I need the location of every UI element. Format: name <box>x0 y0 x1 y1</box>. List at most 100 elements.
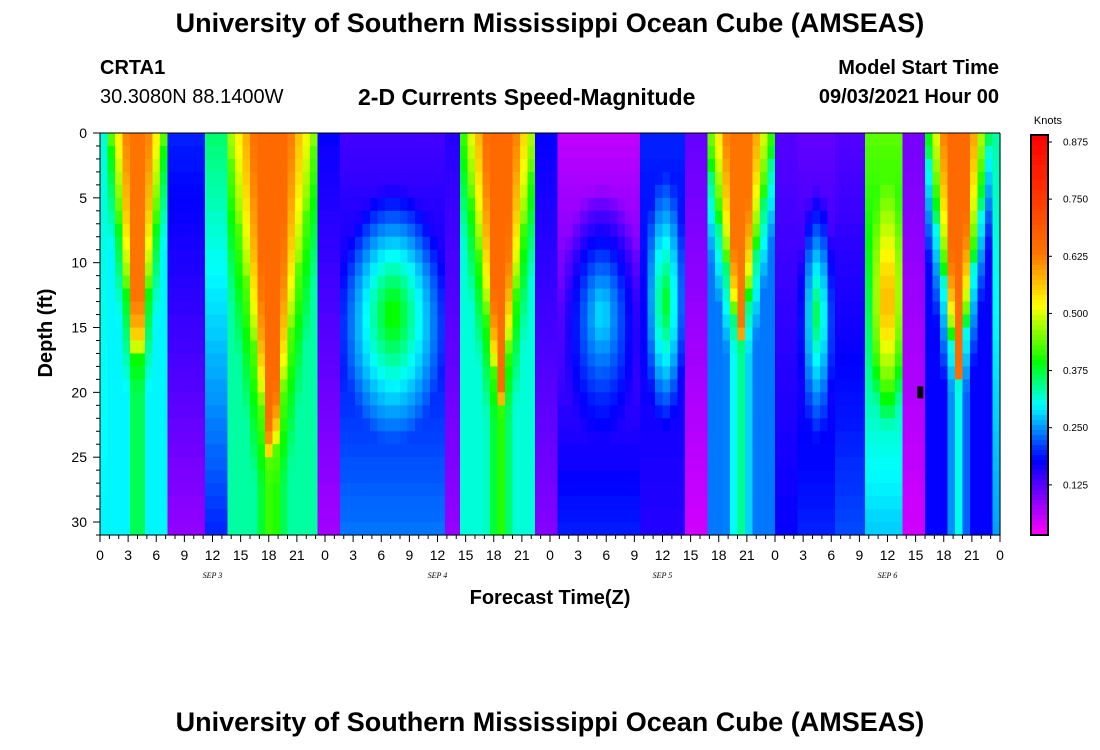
heatmap-cell <box>265 314 274 329</box>
heatmap-cell <box>257 210 266 225</box>
heatmap-cell <box>385 262 394 277</box>
heatmap-cell <box>865 249 874 264</box>
heatmap-cell <box>535 262 544 277</box>
heatmap-cell <box>190 158 199 173</box>
heatmap-cell <box>925 262 934 277</box>
heatmap-cell <box>895 158 904 173</box>
heatmap-cell <box>617 145 626 160</box>
heatmap-cell <box>512 457 521 471</box>
heatmap-cell <box>152 210 161 225</box>
heatmap-cell <box>677 418 686 432</box>
heatmap-cell <box>280 249 289 264</box>
heatmap-cell <box>490 210 499 225</box>
heatmap-cell <box>842 509 851 523</box>
heatmap-cell <box>917 496 926 510</box>
heatmap-cell <box>460 366 469 380</box>
heatmap-cell <box>182 262 191 277</box>
heatmap-cell <box>805 340 814 355</box>
heatmap-cell <box>130 288 139 303</box>
heatmap-cell <box>385 275 394 290</box>
heatmap-cell <box>700 483 709 497</box>
heatmap-cell <box>977 522 986 536</box>
heatmap-cell <box>310 418 319 432</box>
heatmap-cell <box>235 171 244 186</box>
colorbar-step <box>1031 200 1048 206</box>
heatmap-cell <box>430 236 439 251</box>
heatmap-cell <box>205 197 214 212</box>
heatmap-cell <box>287 340 296 355</box>
heatmap-cell <box>355 522 364 536</box>
heatmap-cell <box>775 522 784 536</box>
heatmap-cell <box>257 171 266 186</box>
heatmap-cell <box>872 366 881 380</box>
heatmap-cell <box>715 275 724 290</box>
heatmap-cell <box>167 301 176 316</box>
heatmap-cell <box>647 236 656 251</box>
heatmap-cell <box>842 444 851 458</box>
heatmap-cell <box>647 314 656 329</box>
heatmap-cell <box>422 379 431 393</box>
heatmap-cell <box>250 327 259 342</box>
heatmap-cell <box>265 210 274 225</box>
heatmap-cell <box>707 210 716 225</box>
heatmap-cell <box>445 171 454 186</box>
heatmap-cell <box>325 379 334 393</box>
heatmap-cell <box>467 158 476 173</box>
heatmap-cell <box>715 236 724 251</box>
heatmap-cell <box>707 392 716 406</box>
heatmap-cell <box>745 496 754 510</box>
heatmap-cell <box>805 314 814 329</box>
heatmap-cell <box>827 405 836 419</box>
heatmap-cell <box>332 171 341 186</box>
heatmap-cell <box>595 431 604 445</box>
heatmap-cell <box>182 158 191 173</box>
heatmap-cell <box>460 210 469 225</box>
heatmap-cell <box>482 340 491 355</box>
heatmap-cell <box>790 197 799 212</box>
heatmap-cells <box>100 133 1001 536</box>
heatmap-cell <box>272 288 281 303</box>
heatmap-cell <box>407 288 416 303</box>
heatmap-cell <box>677 301 686 316</box>
heatmap-cell <box>670 483 679 497</box>
heatmap-cell <box>542 288 551 303</box>
heatmap-cell <box>970 301 979 316</box>
heatmap-cell <box>400 470 409 484</box>
heatmap-cell <box>385 509 394 523</box>
heatmap-cell <box>317 379 326 393</box>
heatmap-cell <box>925 197 934 212</box>
heatmap-cell <box>385 379 394 393</box>
heatmap-cell <box>377 418 386 432</box>
heatmap-cell <box>805 418 814 432</box>
heatmap-cell <box>212 158 221 173</box>
heatmap-cell <box>257 288 266 303</box>
heatmap-cell <box>797 133 806 147</box>
heatmap-cell <box>985 210 994 225</box>
heatmap-cell <box>400 236 409 251</box>
heatmap-cell <box>947 444 956 458</box>
heatmap-cell <box>280 262 289 277</box>
heatmap-cell <box>152 405 161 419</box>
heatmap-cell <box>362 275 371 290</box>
heatmap-cell <box>430 184 439 199</box>
heatmap-cell <box>715 301 724 316</box>
heatmap-cell <box>775 379 784 393</box>
heatmap-cell <box>895 327 904 342</box>
heatmap-cell <box>130 470 139 484</box>
heatmap-cell <box>107 171 116 186</box>
heatmap-cell <box>587 145 596 160</box>
heatmap-cell <box>235 249 244 264</box>
heatmap-cell <box>767 145 776 160</box>
colorbar-step <box>1031 400 1048 406</box>
colorbar-step <box>1031 435 1048 441</box>
heatmap-cell <box>160 340 169 355</box>
heatmap-cell <box>685 158 694 173</box>
heatmap-cell <box>947 379 956 393</box>
heatmap-cell <box>550 418 559 432</box>
heatmap-cell <box>370 327 379 342</box>
heatmap-cell <box>970 509 979 523</box>
heatmap-cell <box>977 327 986 342</box>
heatmap-cell <box>482 392 491 406</box>
heatmap-cell <box>610 184 619 199</box>
heatmap-cell <box>752 483 761 497</box>
